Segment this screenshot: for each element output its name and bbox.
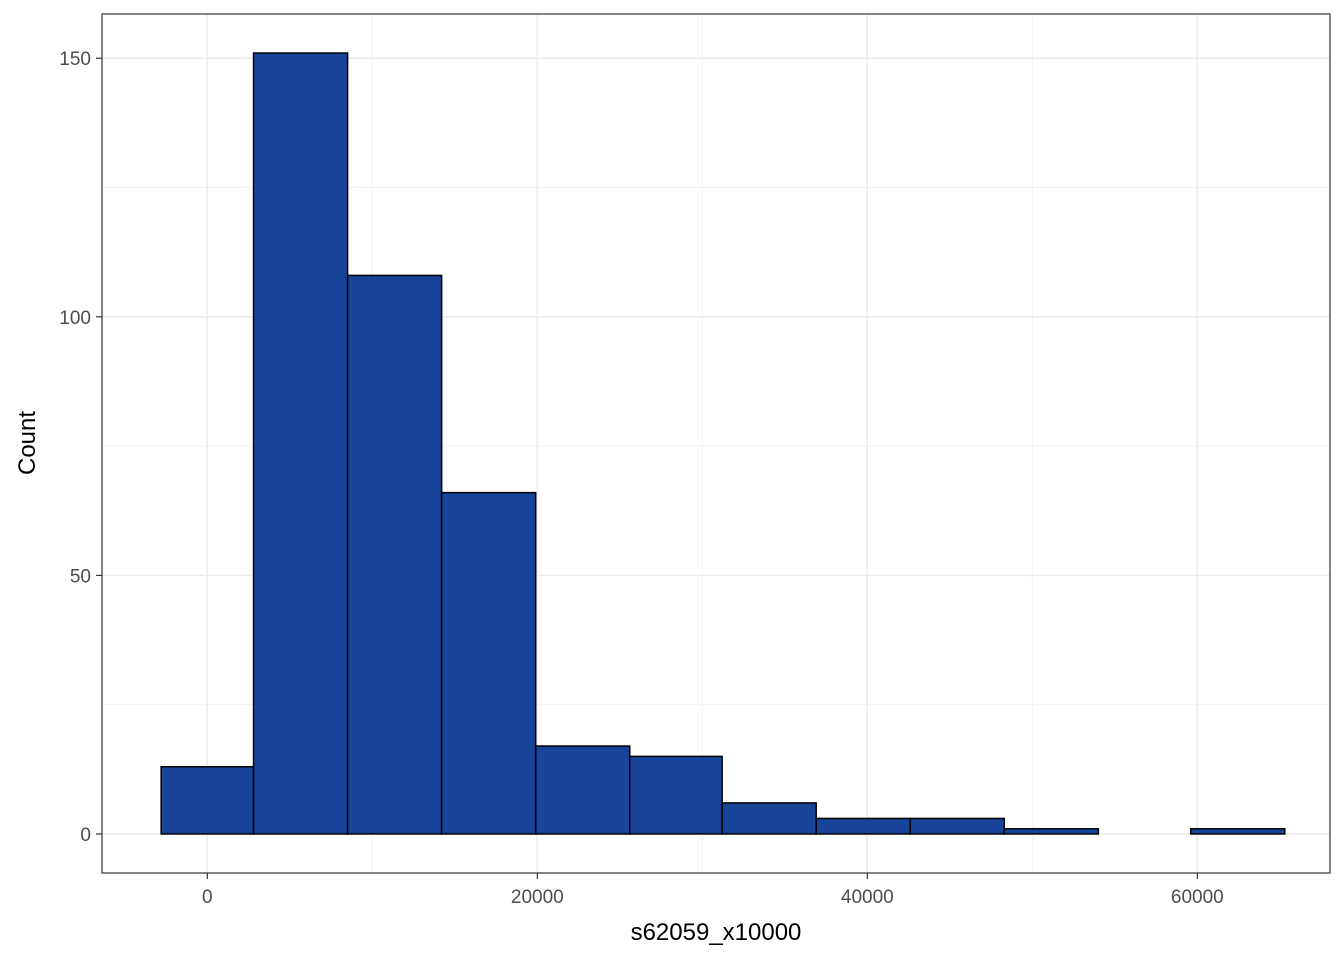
- histogram-bar: [252, 52, 349, 835]
- y-tick-label: 150: [59, 49, 91, 70]
- histogram-bar: [721, 802, 817, 835]
- histogram-bar: [346, 274, 443, 835]
- x-tick-label: 40000: [841, 887, 894, 908]
- x-tick-label: 0: [202, 887, 213, 908]
- histogram-bar: [1003, 828, 1100, 835]
- x-axis-ticks: 0 20000 40000 60000: [202, 873, 1224, 908]
- x-tick-label: 20000: [511, 887, 564, 908]
- plot-panel-border: [101, 13, 1331, 874]
- y-tick-label: 100: [59, 308, 91, 329]
- x-tick-label: 60000: [1171, 887, 1224, 908]
- histogram-bar: [440, 491, 537, 835]
- y-axis-ticks: 0 50 100 150: [59, 49, 102, 846]
- histogram-bar: [1189, 828, 1286, 835]
- histogram-bar: [815, 817, 911, 835]
- histogram-bar: [628, 755, 723, 835]
- y-tick-label: 50: [70, 566, 91, 587]
- y-axis-title: Count: [14, 411, 41, 475]
- x-axis-title: s62059_x10000: [631, 919, 802, 946]
- histogram-bars: [160, 52, 1286, 835]
- histogram-bar: [534, 745, 631, 835]
- y-tick-label: 0: [80, 825, 91, 846]
- histogram-bar: [160, 765, 255, 835]
- histogram-bar: [909, 817, 1006, 835]
